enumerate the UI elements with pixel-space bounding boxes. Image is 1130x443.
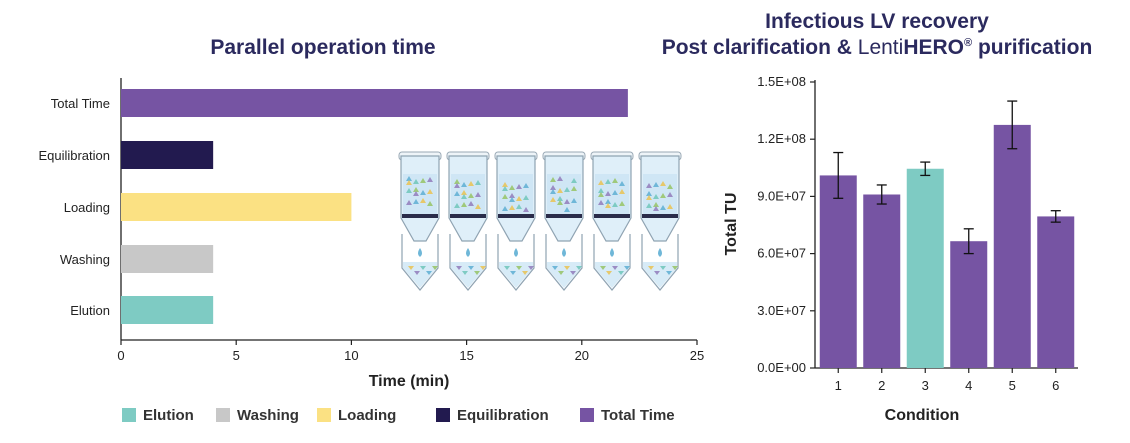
filter-tube — [590, 151, 634, 291]
y-tick-label: 1.2E+08 — [757, 131, 806, 146]
brand-light: Lenti — [858, 36, 904, 59]
legend-swatch — [580, 408, 594, 422]
x-tick-label: 0 — [117, 348, 124, 363]
x-tick-label: 4 — [965, 378, 972, 393]
bar-equilibration — [121, 141, 214, 169]
y-tick-label: 6.0E+07 — [757, 246, 806, 261]
brand-bold: HERO — [903, 36, 964, 59]
x-tick-label: 5 — [233, 348, 240, 363]
title-prefix: Post clarification & — [662, 36, 858, 59]
brand-mark: ® — [964, 37, 972, 49]
legend-label: Washing — [237, 407, 299, 424]
x-tick-label: 10 — [344, 348, 358, 363]
x-tick-label: 2 — [878, 378, 885, 393]
y-tick-label: Washing — [60, 252, 110, 267]
filter-tube — [494, 151, 538, 291]
legend-label: Loading — [338, 407, 396, 424]
filter-tube — [542, 151, 586, 291]
right-chart-title-line2: Post clarification & LentiHERO® purifica… — [662, 36, 1093, 59]
bar-condition-4 — [950, 241, 988, 368]
y-tick-label: Total Time — [51, 96, 110, 111]
bar-condition-1 — [819, 175, 857, 368]
filter-tube — [398, 151, 442, 291]
filter-tube — [446, 151, 490, 291]
title-suffix: purification — [972, 36, 1092, 59]
legend: Elution Washing Loading Equilibration Total … — [122, 407, 675, 424]
y-tick-label: Elution — [70, 303, 110, 318]
x-tick-label: 6 — [1052, 378, 1059, 393]
x-tick-label: 15 — [459, 348, 473, 363]
x-tick-label: 3 — [922, 378, 929, 393]
legend-swatch — [317, 408, 331, 422]
legend-label: Elution — [143, 407, 194, 424]
x-tick-label: 25 — [690, 348, 704, 363]
tube-illustration — [398, 151, 682, 291]
x-tick-label: 5 — [1009, 378, 1016, 393]
y-tick-label: Equilibration — [38, 148, 110, 163]
bar-condition-6 — [1037, 216, 1075, 368]
y-tick-label: 3.0E+07 — [757, 303, 806, 318]
right-chart-title-line1: Infectious LV recovery — [765, 10, 989, 33]
right-y-axis-label: Total TU — [723, 193, 740, 256]
left-x-axis-label: Time (min) — [369, 373, 450, 390]
y-tick-label: 0.0E+00 — [757, 360, 806, 375]
legend-swatch — [436, 408, 450, 422]
bar-total-time — [121, 89, 628, 117]
y-tick-label: Loading — [64, 200, 110, 215]
bar-loading — [121, 193, 352, 221]
legend-swatch — [216, 408, 230, 422]
right-x-axis-label: Condition — [885, 407, 960, 424]
legend-swatch — [122, 408, 136, 422]
bar-elution — [121, 296, 214, 324]
y-tick-label: 1.5E+08 — [757, 74, 806, 89]
bar-condition-3 — [906, 168, 944, 368]
legend-label: Equilibration — [457, 407, 549, 424]
bar-washing — [121, 245, 214, 273]
legend-label: Total Time — [601, 407, 675, 424]
left-chart-title: Parallel operation time — [210, 36, 435, 59]
x-tick-label: 1 — [835, 378, 842, 393]
x-tick-label: 20 — [575, 348, 589, 363]
y-tick-label: 9.0E+07 — [757, 188, 806, 203]
bar-condition-2 — [863, 194, 901, 368]
bar-condition-5 — [993, 124, 1031, 369]
filter-tube — [638, 151, 682, 291]
